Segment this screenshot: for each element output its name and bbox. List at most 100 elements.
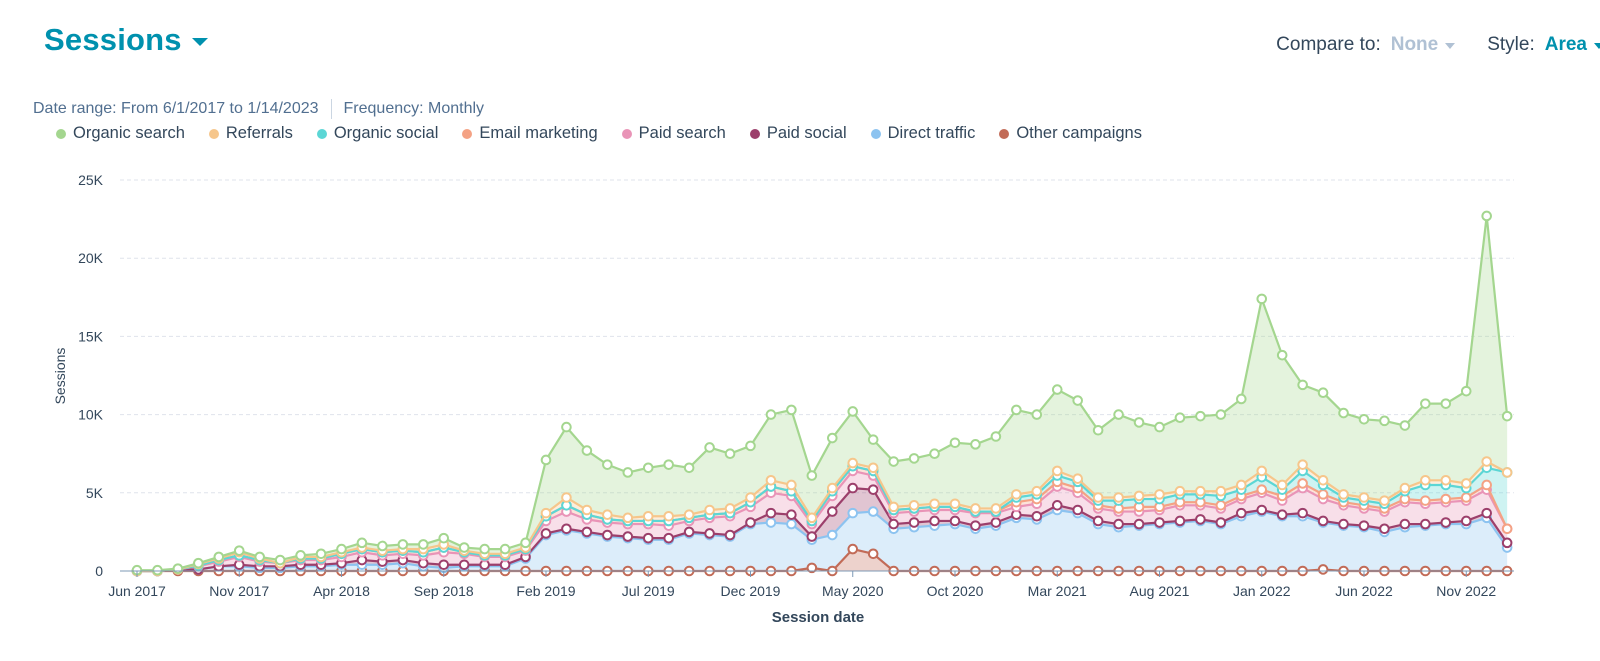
data-point: [929, 515, 940, 527]
chevron-down-icon: [1594, 43, 1600, 49]
data-point: [1297, 478, 1308, 489]
data-point: [786, 404, 797, 416]
legend-item-paid-search[interactable]: Paid search: [621, 124, 726, 143]
data-point: [1501, 410, 1513, 422]
data-point: [1358, 492, 1370, 503]
data-point: [1154, 421, 1165, 433]
data-point: [438, 532, 450, 544]
data-point: [990, 431, 1002, 442]
data-point: [1051, 384, 1063, 395]
data-point: [1358, 520, 1370, 531]
data-point: [765, 517, 777, 528]
data-point: [663, 532, 675, 544]
legend-label: Organic search: [73, 124, 185, 142]
legend-swatch: [999, 128, 1010, 139]
data-point: [1133, 490, 1145, 502]
data-point: [1420, 518, 1431, 530]
data-point: [1215, 485, 1227, 497]
compare-value: None: [1390, 34, 1439, 55]
data-point: [458, 542, 470, 553]
data-point: [1297, 459, 1308, 470]
date-range: Date range: From 6/1/2017 to 1/14/2023: [33, 100, 319, 117]
data-point: [990, 517, 1002, 528]
data-point: [1154, 489, 1165, 500]
x-tick-label: Jan 2022: [1233, 583, 1291, 599]
data-point: [1236, 507, 1247, 519]
x-tick-label: Nov 2022: [1436, 583, 1496, 599]
data-point: [786, 479, 797, 491]
legend-item-other-campaigns[interactable]: Other campaigns: [999, 124, 1142, 143]
y-tick-label: 20K: [78, 250, 104, 266]
data-point: [663, 459, 675, 470]
data-point: [561, 523, 572, 535]
data-point: [1113, 518, 1124, 530]
legend-item-paid-social[interactable]: Paid social: [749, 124, 847, 143]
data-point: [704, 442, 715, 453]
data-point: [622, 467, 634, 478]
report-title-dropdown[interactable]: Sessions: [44, 22, 208, 58]
data-point: [1113, 409, 1124, 420]
y-tick-label: 10K: [78, 407, 104, 423]
data-point: [397, 539, 409, 550]
data-point: [683, 509, 695, 520]
legend-label: Paid social: [766, 124, 847, 142]
data-point: [438, 559, 450, 571]
legend-item-direct-traffic[interactable]: Direct traffic: [870, 124, 975, 143]
data-point: [1276, 509, 1288, 520]
data-point: [254, 551, 266, 563]
data-point: [745, 492, 756, 503]
data-point: [1031, 510, 1043, 522]
data-point: [1440, 493, 1452, 505]
legend-item-organic-search[interactable]: Organic search: [56, 124, 185, 143]
data-point: [1420, 398, 1431, 409]
data-point: [1338, 518, 1349, 530]
data-point: [1501, 537, 1513, 549]
legend-swatch: [316, 128, 327, 139]
data-point: [827, 432, 838, 444]
data-point: [540, 507, 552, 519]
data-point: [1154, 517, 1165, 528]
data-point: [765, 474, 777, 486]
legend-item-email-marketing[interactable]: Email marketing: [462, 124, 598, 143]
legend-label: Referrals: [225, 124, 293, 142]
data-point: [1051, 500, 1063, 511]
data-point: [806, 531, 818, 542]
data-point: [172, 563, 184, 574]
compare-dropdown[interactable]: None: [1391, 34, 1456, 56]
data-point: [970, 439, 981, 450]
data-point: [1501, 467, 1513, 478]
style-dropdown[interactable]: Area: [1545, 34, 1600, 56]
data-point: [602, 509, 613, 520]
data-point: [1236, 479, 1247, 491]
data-point: [990, 503, 1002, 514]
data-point: [1460, 478, 1472, 489]
x-tick-label: Mar 2021: [1028, 583, 1087, 599]
chart-controls: Compare to: None Style: Area: [1276, 34, 1600, 56]
legend-label: Email marketing: [479, 124, 598, 142]
data-point: [806, 512, 818, 524]
data-point: [1420, 495, 1431, 506]
x-tick-label: May 2020: [822, 583, 884, 599]
data-point: [867, 548, 879, 560]
data-point: [1133, 417, 1145, 428]
chart-legend: Organic search Referrals Organic social Ema…: [56, 124, 1166, 143]
legend-item-referrals[interactable]: Referrals: [208, 124, 293, 143]
data-point: [581, 526, 593, 538]
data-point: [1379, 495, 1390, 506]
data-point: [929, 498, 940, 510]
data-point: [1174, 412, 1186, 424]
legend-item-organic-social[interactable]: Organic social: [316, 124, 439, 143]
legend-swatch: [621, 128, 632, 139]
data-point: [1215, 409, 1227, 420]
chevron-down-icon: [191, 38, 208, 46]
data-point: [888, 518, 899, 530]
page-title: Sessions: [44, 22, 182, 57]
data-point: [1215, 517, 1227, 528]
data-point: [1092, 515, 1104, 527]
data-point: [561, 492, 572, 503]
legend-label: Organic social: [333, 124, 439, 142]
legend-swatch: [870, 128, 881, 139]
y-tick-label: 25K: [78, 172, 104, 188]
data-point: [1174, 515, 1186, 527]
y-tick-label: 0: [95, 563, 103, 579]
